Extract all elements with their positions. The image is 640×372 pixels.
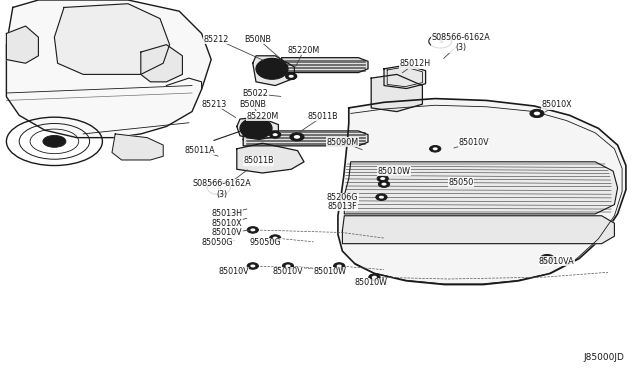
Text: B5022: B5022: [243, 89, 268, 98]
Text: 85010V: 85010V: [458, 138, 489, 147]
Text: 85220M: 85220M: [288, 46, 320, 55]
Text: 85050: 85050: [448, 178, 474, 187]
Text: 85220M: 85220M: [246, 112, 278, 121]
Ellipse shape: [264, 64, 280, 74]
Text: S08566-6162A
(3): S08566-6162A (3): [431, 33, 490, 52]
Ellipse shape: [269, 235, 281, 241]
Ellipse shape: [540, 254, 554, 263]
Ellipse shape: [247, 227, 259, 233]
Text: B50NB: B50NB: [239, 100, 266, 109]
Ellipse shape: [294, 135, 300, 139]
Ellipse shape: [43, 135, 66, 147]
Ellipse shape: [372, 276, 377, 279]
Text: B50NB: B50NB: [244, 35, 271, 44]
Ellipse shape: [285, 264, 291, 267]
Text: 85010X: 85010X: [541, 100, 572, 109]
Polygon shape: [384, 65, 426, 89]
Ellipse shape: [534, 112, 540, 115]
Ellipse shape: [433, 147, 438, 150]
Ellipse shape: [544, 257, 550, 260]
Text: 85206G: 85206G: [326, 193, 358, 202]
Ellipse shape: [530, 109, 544, 118]
Ellipse shape: [289, 75, 294, 78]
Text: 85011B: 85011B: [308, 112, 339, 121]
Polygon shape: [141, 45, 182, 82]
Ellipse shape: [429, 145, 441, 152]
Polygon shape: [282, 58, 368, 73]
Text: 85212: 85212: [204, 35, 229, 44]
Polygon shape: [54, 4, 170, 74]
Text: 85013H: 85013H: [212, 209, 243, 218]
Ellipse shape: [285, 73, 297, 80]
Text: 85010W: 85010W: [355, 278, 388, 287]
Text: 85012H: 85012H: [399, 60, 430, 68]
Text: S: S: [216, 185, 221, 190]
Text: 85010V: 85010V: [273, 267, 303, 276]
Text: 85010X: 85010X: [212, 219, 243, 228]
Polygon shape: [6, 0, 211, 138]
Ellipse shape: [378, 181, 390, 187]
Polygon shape: [243, 131, 368, 146]
Ellipse shape: [282, 263, 294, 269]
Ellipse shape: [248, 123, 264, 134]
Ellipse shape: [273, 237, 278, 240]
Polygon shape: [342, 216, 614, 244]
Polygon shape: [6, 26, 38, 63]
Polygon shape: [237, 143, 304, 173]
Polygon shape: [344, 162, 618, 214]
Ellipse shape: [380, 177, 385, 180]
Text: 95050G: 95050G: [250, 238, 282, 247]
Ellipse shape: [377, 175, 388, 182]
Text: 85011B: 85011B: [243, 156, 274, 165]
Ellipse shape: [247, 263, 259, 269]
Text: J85000JD: J85000JD: [583, 353, 624, 362]
Ellipse shape: [381, 183, 387, 186]
Text: 85010W: 85010W: [313, 267, 346, 276]
Ellipse shape: [240, 118, 272, 139]
Ellipse shape: [379, 196, 384, 199]
Ellipse shape: [286, 73, 296, 80]
Polygon shape: [112, 134, 163, 160]
Text: 85213: 85213: [202, 100, 227, 109]
Text: 85010V: 85010V: [212, 228, 243, 237]
Text: S: S: [438, 39, 443, 44]
Ellipse shape: [376, 194, 387, 201]
Polygon shape: [338, 99, 626, 285]
Text: 85013F: 85013F: [328, 202, 357, 211]
Ellipse shape: [256, 58, 288, 79]
Text: S08566-6162A
(3): S08566-6162A (3): [193, 179, 252, 199]
Text: 85010W: 85010W: [377, 167, 410, 176]
Text: 85050G: 85050G: [202, 238, 234, 247]
Ellipse shape: [369, 274, 380, 280]
Ellipse shape: [250, 228, 255, 231]
Ellipse shape: [333, 263, 345, 269]
Polygon shape: [253, 56, 294, 86]
Ellipse shape: [269, 131, 281, 138]
Ellipse shape: [250, 264, 255, 267]
Ellipse shape: [290, 133, 304, 141]
Polygon shape: [371, 74, 422, 112]
Text: 85010V: 85010V: [218, 267, 249, 276]
Text: 85010VA: 85010VA: [539, 257, 575, 266]
Ellipse shape: [270, 131, 280, 138]
Polygon shape: [237, 117, 278, 140]
Text: 85090M: 85090M: [326, 138, 358, 147]
Ellipse shape: [337, 264, 342, 267]
Ellipse shape: [273, 133, 278, 136]
Text: 85011A: 85011A: [184, 146, 215, 155]
